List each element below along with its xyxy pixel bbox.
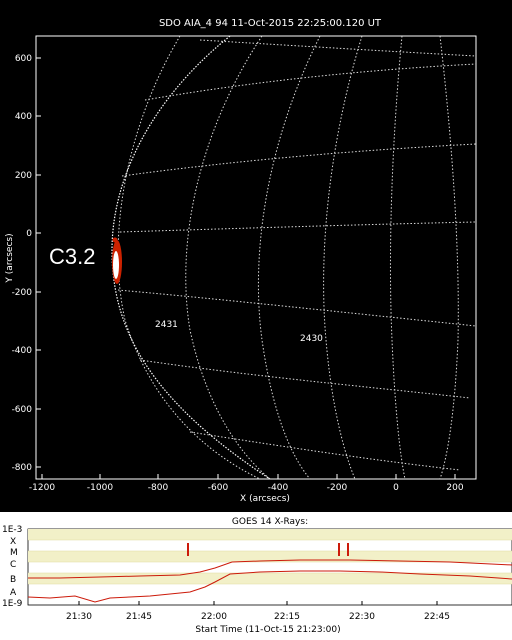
x-tick: -1000 [87,474,113,493]
goes-plot-frame [27,528,512,606]
goes-time-tick: 21:45 [126,601,152,622]
y-tick-label: 200 [15,171,32,181]
goes-y-axis: 1E-3 X M C B A 1E-9 [2,525,23,609]
y-tick-label: -800 [12,463,33,473]
longitude-line [257,35,321,480]
band-a [28,573,512,584]
y-axis: 600 400 200 0 -200 -400 -600 -800 [12,54,41,473]
y-tick: -800 [12,463,41,473]
solar-plot-frame [35,35,477,480]
y-tick: 400 [15,112,41,122]
longitude-line [185,35,271,480]
goes-level-label: 1E-3 [2,525,22,535]
region-label: 2431 [155,320,178,330]
x-tick: 200 [446,474,464,493]
flare-label: C3.2 [49,244,95,269]
goes-level-label: A [10,588,17,598]
y-tick: 600 [15,54,41,64]
longitude-line [323,35,363,480]
latitude-line [189,431,461,471]
goes-time-tick: 22:30 [349,601,375,622]
y-tick: -400 [12,346,41,356]
x-tick-label: 0 [393,483,399,493]
x-tick-label: -1200 [29,483,55,493]
goes-curve-short [27,570,512,603]
heliographic-grid [117,35,477,480]
x-axis: -1200 -1000 -800 -600 -400 -200 0 200 [29,474,464,493]
x-tick: 0 [393,474,399,493]
goes-bands [28,529,512,585]
x-tick: -400 [268,474,289,493]
x-tick-label: -400 [268,483,289,493]
y-tick: -600 [12,405,41,415]
goes-time-label: 22:00 [201,612,227,622]
longitude-line [439,35,459,480]
goes-level-label: B [10,575,16,585]
goes-level-label: M [10,548,18,558]
y-tick: 0 [26,229,41,239]
y-tick-label: 0 [26,229,32,239]
x-tick: -1200 [29,474,55,493]
goes-time-label: 22:30 [349,612,375,622]
goes-level-label: X [10,537,16,547]
flare-footpoint [112,237,118,243]
y-tick-label: -200 [12,288,33,298]
goes-time-tick: 22:00 [201,601,227,622]
latitude-line [119,221,477,233]
goes-time-label: 22:45 [424,612,450,622]
goes-flare-markers [187,543,349,556]
band-x [28,529,512,540]
region-label: 2430 [300,334,323,344]
goes-curve-long [28,559,512,579]
x-tick-label: -200 [327,483,348,493]
longitude-line [389,35,406,480]
x-tick: -200 [327,474,348,493]
latitude-line [144,63,477,101]
goes-x-axis-label: Start Time (11-Oct-15 21:23:00) [195,625,340,635]
goes-time-tick: 22:45 [424,601,450,622]
goes-time-label: 22:15 [274,612,300,622]
goes-level-label: C [10,560,16,570]
goes-level-label: 1E-9 [2,599,23,609]
latitude-line [121,143,477,177]
longitude-line [117,35,261,480]
goes-title: GOES 14 X-Rays: [232,517,308,527]
x-tick-label: -600 [208,483,229,493]
y-tick-label: 600 [15,54,32,64]
y-tick: -200 [12,288,41,298]
x-axis-label: X (arcsecs) [240,494,290,504]
band-c [28,551,512,562]
goes-time-label: 21:30 [66,612,92,622]
latitude-line [199,39,477,57]
goes-time-tick: 22:15 [274,601,300,622]
goes-time-label: 21:45 [126,612,152,622]
y-tick: 200 [15,171,41,181]
y-tick-label: -600 [12,405,33,415]
flare-core [113,251,119,279]
goes-x-axis: 21:30 21:45 22:00 22:15 22:30 22:45 [66,601,450,622]
y-tick-label: 400 [15,112,32,122]
x-tick: -800 [148,474,169,493]
flare [112,237,122,284]
x-tick-label: -1000 [87,483,113,493]
goes-time-tick: 21:30 [66,601,92,622]
y-axis-label: Y (arcsecs) [5,233,15,283]
x-tick-label: 200 [446,483,463,493]
solar-limb [111,35,271,480]
x-tick-label: -800 [148,483,169,493]
y-tick-label: -400 [12,346,33,356]
solar-image-title: SDO AIA_4 94 11-Oct-2015 22:25:00.120 UT [159,18,382,29]
x-tick: -600 [208,474,229,493]
